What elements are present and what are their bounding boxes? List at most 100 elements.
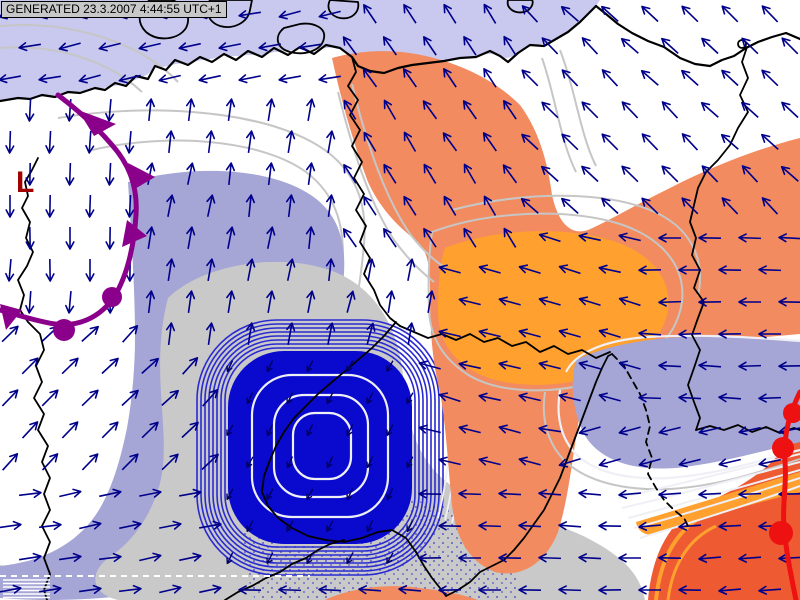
wind-arrow [406, 456, 414, 469]
wind-arrow [58, 552, 82, 563]
wind-arrow [438, 392, 461, 403]
wind-arrow [65, 162, 75, 186]
wind-arrow [138, 42, 161, 52]
wind-arrow [438, 456, 461, 466]
wind-arrow [678, 265, 701, 275]
cold-stripe-ring [204, 327, 436, 568]
wind-arrow [366, 520, 374, 533]
wind-arrow [738, 361, 762, 371]
warm-arc [654, 510, 711, 600]
wind-arrow [159, 584, 182, 594]
wind-arrow [101, 421, 119, 439]
wind-arrow [226, 488, 234, 500]
wind-arrow [578, 360, 601, 370]
wind-arrow [386, 488, 394, 501]
wind-arrow [621, 165, 639, 183]
wind-arrow [641, 133, 659, 151]
coastline [0, 4, 598, 103]
wind-arrow [246, 392, 254, 405]
wind-arrow [346, 552, 354, 564]
wind-arrow [718, 458, 741, 468]
wind-arrow [758, 329, 781, 339]
wind-arrow [463, 227, 477, 248]
wind-arrow [346, 424, 354, 437]
wind-arrow [521, 69, 539, 87]
wind-arrow [383, 228, 397, 248]
wind-arrow [521, 133, 539, 151]
wind-arrow [541, 101, 559, 119]
wind-arrow [61, 421, 79, 439]
wind-arrow [518, 328, 541, 338]
wind-arrow [386, 552, 394, 564]
wind-arrow [483, 195, 497, 216]
wind-arrow [658, 233, 681, 243]
wind-arrow [498, 553, 522, 563]
wind-arrow [25, 98, 35, 122]
wind-arrow [403, 3, 417, 24]
wind-arrow [202, 389, 219, 407]
cold-stripe-ring [212, 335, 428, 560]
front-semicircle-icon [772, 437, 794, 459]
wind-arrow [640, 69, 659, 86]
wind-arrow [278, 10, 301, 20]
wind-arrow [482, 132, 497, 152]
wind-arrow [402, 68, 417, 88]
wind-arrow [520, 197, 539, 214]
wind-arrow [718, 265, 742, 275]
wind-arrow [458, 296, 481, 306]
wind-arrow [246, 456, 254, 468]
wind-arrow [578, 232, 601, 242]
wind-arrow [478, 392, 501, 402]
wind-arrow [246, 258, 256, 281]
wind-arrow [366, 456, 374, 469]
wind-arrow [326, 130, 336, 153]
wind-arrow [518, 585, 542, 595]
wind-arrow [558, 264, 581, 275]
wind-arrow [741, 165, 759, 183]
wind-arrow [518, 521, 542, 531]
wind-arrow [418, 360, 441, 370]
wind-arrow [198, 74, 221, 84]
wind-arrow [65, 290, 75, 314]
wind-arrow [286, 456, 294, 469]
cold-core-inner-contours [250, 373, 390, 519]
wind-arrow [286, 520, 294, 532]
wind-arrow [721, 5, 739, 23]
wind-arrow [121, 453, 139, 471]
low-pressure-marker: L [16, 166, 34, 199]
wind-arrow [278, 74, 301, 84]
wind-arrow [363, 131, 377, 152]
wind-arrow [541, 37, 559, 55]
wind-arrow [2, 453, 19, 471]
wind-arrow [681, 197, 699, 215]
wind-arrow [206, 194, 216, 217]
wind-arrow [238, 585, 262, 595]
wind-arrow [483, 67, 497, 88]
wind-arrow [218, 42, 241, 52]
cold-core [228, 351, 412, 544]
wind-arrow [25, 162, 35, 186]
wind-arrow [59, 488, 82, 498]
wind-arrow [521, 5, 539, 23]
wind-arrow [145, 290, 156, 314]
wind-arrow [698, 361, 722, 371]
wind-arrow [145, 98, 155, 122]
wind-arrow [85, 259, 95, 282]
wind-arrow [721, 69, 739, 87]
wind-arrow [346, 290, 356, 313]
wind-arrow [99, 488, 122, 498]
wind-arrow [98, 552, 122, 563]
wind-arrow [161, 389, 179, 406]
wind-arrow [318, 74, 341, 84]
wind-arrow [265, 162, 276, 186]
wind-arrow [758, 393, 782, 403]
wind-arrow [226, 552, 234, 565]
wind-arrow [458, 553, 481, 563]
occluded-front [0, 92, 155, 341]
wind-arrow [306, 552, 314, 564]
wind-arrow [298, 42, 321, 52]
wind-arrow [366, 258, 376, 281]
wind-arrow [718, 521, 742, 531]
wind-arrow [698, 489, 722, 499]
wind-arrow [761, 197, 779, 215]
